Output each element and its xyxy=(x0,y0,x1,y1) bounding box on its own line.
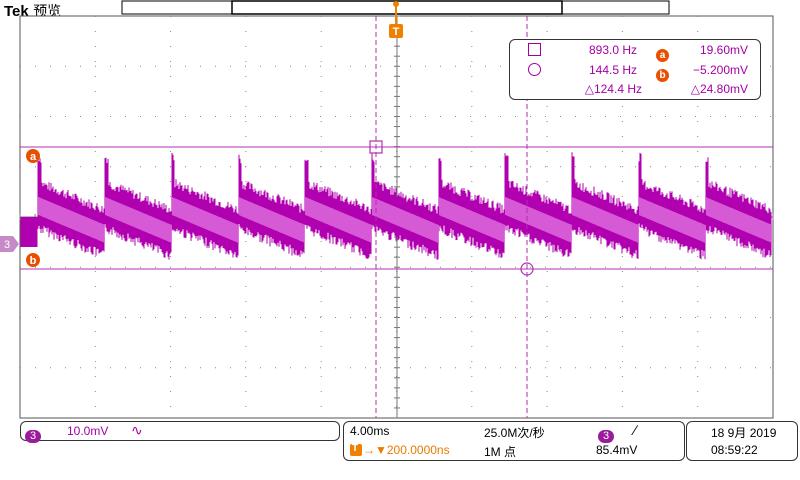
timebase-value: 4.00ms xyxy=(350,424,390,438)
cursor-a-frequency: 893.0 Hz xyxy=(588,43,637,57)
sample-rate-value: 25.0M次/秒 xyxy=(484,426,545,440)
circle-cursor-icon xyxy=(528,63,541,76)
bandwidth-limit-icon: ∿ xyxy=(131,422,143,438)
square-cursor-icon xyxy=(528,43,541,56)
record-length-value: 1M 点 xyxy=(484,445,517,459)
trigger-source-badge: 3 xyxy=(598,424,615,443)
cursor-b-marker[interactable]: b xyxy=(26,253,40,267)
channel-3-ground-marker[interactable]: 3 xyxy=(0,236,19,252)
channel-3-ground-label: 3 xyxy=(4,239,10,251)
trace-intensity-core xyxy=(38,197,772,243)
trigger-position-marker[interactable]: T xyxy=(389,1,403,38)
rising-edge-icon: ∕ xyxy=(634,422,637,438)
cursor-delta-voltage: △24.80mV xyxy=(690,82,748,96)
trigger-level-value: 85.4mV xyxy=(596,443,638,457)
cursor-b-intersection-circle xyxy=(520,262,534,276)
cursor-b-frequency: 144.5 Hz xyxy=(588,63,637,77)
channel-3-trace xyxy=(20,152,772,260)
cursor-b-badge: b xyxy=(656,63,669,82)
date-value: 18 9月 2019 xyxy=(711,426,777,440)
channel-3-badge: 3 xyxy=(25,424,42,443)
cursor-b-voltage: −5.200mV xyxy=(692,63,748,77)
cursor-readout-panel: 893.0 Hz a 19.60mV 144.5 Hz b −5.200mV △… xyxy=(509,39,761,100)
cursor-a-intersection-square xyxy=(369,140,383,154)
horizontal-settings-panel[interactable]: 4.00ms 25.0M次/秒 T → ▼200.0000ns 1M 点 3 ∕… xyxy=(343,421,685,461)
trigger-position-icon: T xyxy=(350,443,362,456)
channel-3-scale: 10.0mV xyxy=(67,424,109,438)
datetime-panel: 18 9月 2019 08:59:22 xyxy=(686,421,798,461)
trigger-position-value: ▼200.0000ns xyxy=(375,443,450,457)
arrow-right-icon: → xyxy=(363,443,375,457)
cursor-a-marker[interactable]: a xyxy=(26,149,40,163)
cursor-a-voltage: 19.60mV xyxy=(699,43,748,57)
time-value: 08:59:22 xyxy=(711,443,758,457)
channel-settings-panel[interactable]: 3 10.0mV ∿ xyxy=(20,421,340,443)
cursor-a-marker-label: a xyxy=(30,151,37,163)
cursor-a-badge: a xyxy=(656,43,669,62)
trigger-marker-label: T xyxy=(393,26,400,38)
cursor-delta-frequency: △124.4 Hz xyxy=(584,82,642,96)
cursor-b-marker-label: b xyxy=(30,255,37,267)
